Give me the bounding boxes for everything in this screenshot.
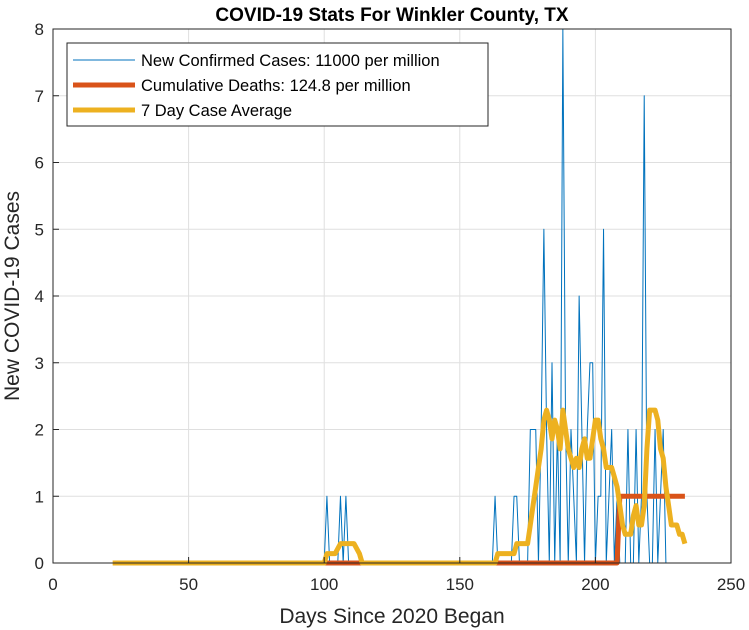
x-tick-label: 200 [581, 575, 609, 594]
y-tick-label: 4 [35, 287, 44, 306]
y-tick-label: 2 [35, 421, 44, 440]
x-tick-label: 0 [48, 575, 57, 594]
y-tick-label: 8 [35, 20, 44, 39]
x-tick-label: 250 [717, 575, 745, 594]
legend-label-7-day-average: 7 Day Case Average [141, 102, 292, 120]
x-tick-label: 50 [179, 575, 198, 594]
legend-box [66, 42, 489, 127]
y-tick-label: 6 [35, 154, 44, 173]
y-tick-label: 1 [35, 487, 44, 506]
chart-title: COVID-19 Stats For Winkler County, TX [215, 5, 568, 26]
x-axis-label: Days Since 2020 Began [279, 605, 504, 628]
legend-label-new-cases: New Confirmed Cases: 11000 per million [141, 52, 440, 70]
x-tick-label: 100 [310, 575, 338, 594]
tick-labels: 0 50 100 150 200 250 0 1 2 3 4 5 6 7 8 [35, 20, 746, 594]
y-tick-label: 5 [35, 220, 44, 239]
y-tick-label: 3 [35, 354, 44, 373]
legend-label-cumulative-deaths: Cumulative Deaths: 124.8 per million [141, 77, 411, 95]
x-tick-label: 150 [446, 575, 474, 594]
legend: New Confirmed Cases: 11000 per million C… [66, 42, 489, 127]
y-tick-label: 0 [35, 554, 44, 573]
series-7-day-average [112, 407, 688, 566]
y-tick-label: 7 [35, 87, 44, 106]
y-axis-label: New COVID-19 Cases [1, 191, 24, 401]
